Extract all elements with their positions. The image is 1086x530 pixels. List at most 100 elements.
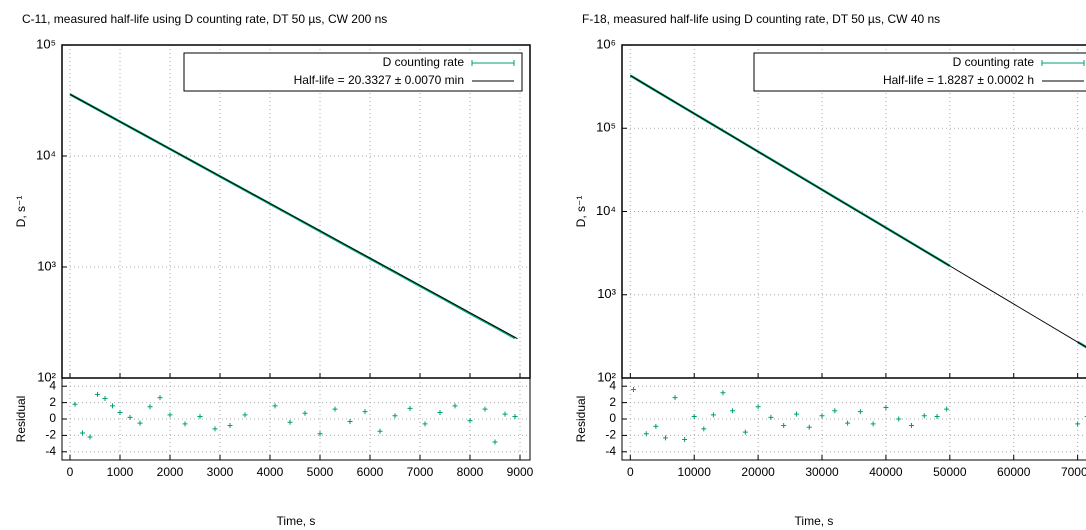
residual-point: [768, 414, 774, 420]
residual-point: [819, 413, 825, 419]
residual-point: [242, 412, 248, 418]
y-tick-label: 0: [609, 411, 616, 425]
x-tick-label: 4000: [257, 465, 284, 479]
plot-area: [622, 378, 1086, 460]
data-line: [629, 74, 1086, 349]
residual-point: [502, 411, 508, 417]
residual-point: [467, 418, 473, 424]
x-tick-label: 50000: [933, 465, 967, 479]
residual-point: [793, 411, 799, 417]
residual-point: [845, 420, 851, 426]
legend-box: [753, 52, 1086, 92]
residual-point: [662, 435, 668, 441]
residual-point: [72, 401, 78, 407]
residual-point: [806, 424, 812, 430]
residual-point: [781, 423, 787, 429]
plot-frame: [61, 377, 531, 461]
residual-point: [362, 409, 368, 415]
x-tick-label: 7000: [407, 465, 434, 479]
fit-line: [630, 75, 1086, 348]
residual-point: [197, 414, 203, 420]
residual-point: [272, 403, 278, 409]
residual-point: [896, 416, 902, 422]
residual-point: [407, 405, 413, 411]
residual-point: [720, 390, 726, 396]
y-tick-label: 10³: [597, 286, 616, 301]
y-tick-label: 2: [609, 395, 616, 409]
x-axis-label: Time, s: [277, 514, 316, 528]
x-tick-label: 2000: [157, 465, 184, 479]
fit-line: [69, 93, 518, 340]
residual-point: [755, 404, 761, 410]
residual-point: [908, 423, 914, 429]
residual-point: [332, 406, 338, 412]
x-tick-label: 30000: [805, 465, 839, 479]
residual-point: [80, 430, 85, 436]
x-tick-label: 3000: [207, 465, 234, 479]
x-tick-label: 1000: [107, 465, 134, 479]
legend: D counting rate Half-life = 1.8287 ± 0.00…: [753, 52, 1086, 92]
y-tick-label: 0: [49, 411, 56, 425]
y-tick-label: 10⁴: [596, 203, 616, 218]
residual-point: [921, 413, 927, 419]
residual-point: [227, 423, 233, 429]
residual-point: [347, 418, 353, 424]
residual-point: [643, 431, 649, 437]
x-tick-label: 0: [627, 465, 634, 479]
y-tick-label: 10⁶: [596, 36, 616, 51]
x-tick-label: 5000: [307, 465, 334, 479]
plot-area: [62, 45, 530, 378]
y-tick-label: 10²: [37, 369, 56, 384]
residual-point: [832, 408, 838, 414]
residual-point: [512, 414, 518, 420]
residual-point: [137, 420, 143, 426]
residual-point: [87, 434, 93, 440]
residual-point: [701, 426, 707, 432]
residual-point: [934, 414, 940, 420]
legend-label: D counting rate: [953, 55, 1035, 69]
y-tick-label: 10²: [597, 369, 616, 384]
x-tick-label: 40000: [869, 465, 903, 479]
residual-point: [422, 421, 428, 427]
legend-box: [183, 52, 523, 92]
residual-point: [317, 431, 323, 437]
y-axis-label: D, s⁻¹: [574, 196, 588, 228]
x-tick-label: 6000: [357, 465, 384, 479]
residual-point: [742, 429, 748, 435]
legend-label: Half-life = 20.3327 ± 0.0070 min: [294, 73, 464, 87]
residual-point: [944, 406, 950, 412]
residual-point: [857, 409, 863, 415]
residual-point: [730, 408, 736, 414]
x-tick-label: 8000: [457, 465, 484, 479]
residual-point: [212, 426, 218, 432]
x-tick-label: 0: [67, 465, 74, 479]
x-axis-label: Time, s: [795, 514, 834, 528]
y-axis-label: Residual: [14, 396, 28, 443]
residual-point: [691, 414, 697, 420]
plot-frame: [61, 44, 531, 379]
y-tick-label: 4: [49, 378, 56, 392]
x-tick-label: 9000: [507, 465, 534, 479]
residual-point: [147, 404, 153, 410]
plot-frame: [621, 377, 1086, 461]
residual-point: [392, 413, 398, 419]
residual-point: [102, 396, 108, 401]
y-tick-label: -2: [605, 428, 616, 442]
residual-point: [127, 414, 133, 420]
residual-point: [492, 439, 498, 445]
y-tick-label: 2: [49, 395, 56, 409]
y-tick-label: 10³: [37, 258, 56, 273]
legend-label: D counting rate: [383, 55, 465, 69]
x-tick-label: 20000: [741, 465, 775, 479]
y-tick-label: -4: [605, 444, 616, 458]
residual-point: [437, 409, 443, 415]
x-tick-label: 10000: [678, 465, 712, 479]
residual-point: [302, 410, 308, 416]
y-tick-label: 10⁵: [596, 120, 616, 135]
residual-point: [870, 421, 876, 427]
y-tick-label: -2: [45, 428, 56, 442]
residual-point: [110, 403, 115, 409]
chart-title: F-18, measured half-life using D countin…: [582, 12, 940, 26]
y-tick-label: 10⁴: [36, 147, 56, 162]
